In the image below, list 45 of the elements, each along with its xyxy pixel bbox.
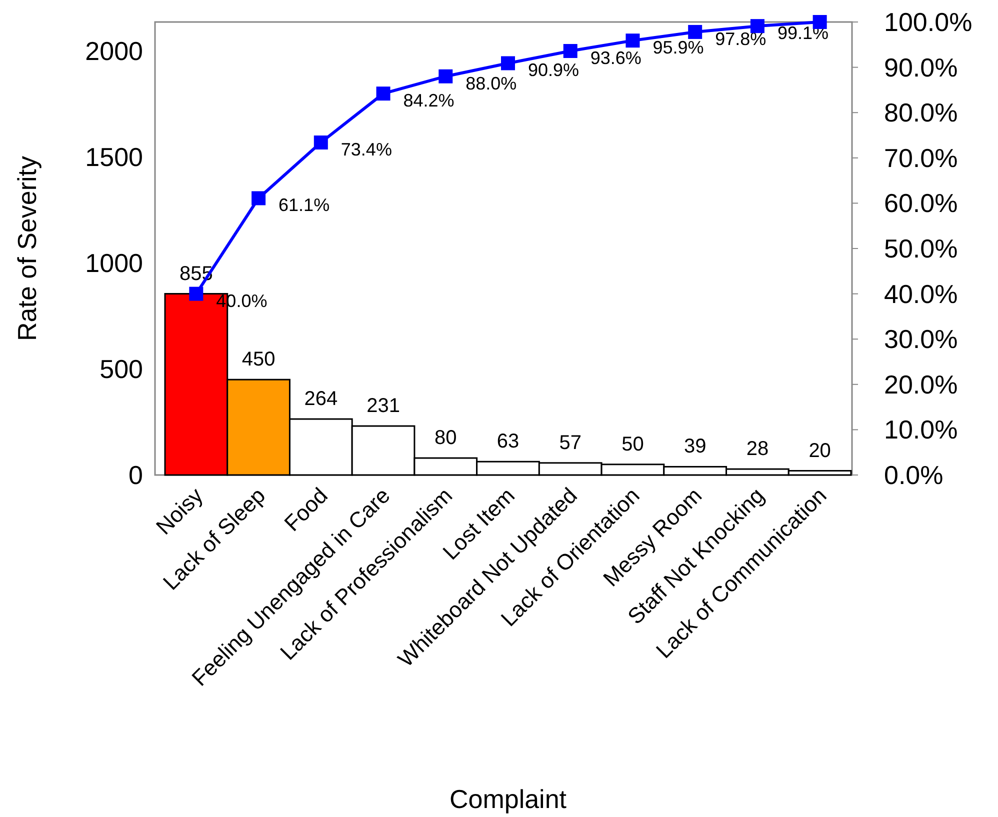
y-tick-label: 0 xyxy=(128,460,143,490)
data-label: 50 xyxy=(622,433,644,456)
y-tick-label: 500 xyxy=(100,354,143,384)
point xyxy=(501,56,515,70)
data-label: 20 xyxy=(808,440,831,462)
y2-tick-label: 80.0% xyxy=(884,98,958,128)
y2-tick-label: 70.0% xyxy=(884,142,958,173)
data-label: 95.9% xyxy=(652,38,704,58)
y2-tick-label: 0.0% xyxy=(884,460,944,490)
y2-tick-label: 20.0% xyxy=(884,369,958,400)
data-label: 57 xyxy=(559,432,582,454)
x-axis-title: Complaint xyxy=(449,784,568,814)
y-tick-label: 1500 xyxy=(85,142,143,172)
point xyxy=(563,44,578,58)
point xyxy=(314,136,328,150)
data-label: 61.1% xyxy=(278,195,330,216)
data-label: 93.6% xyxy=(590,48,642,68)
data-label: 97.8% xyxy=(715,28,766,49)
y-axis-title: Rate of Severity xyxy=(12,156,42,341)
y-tick-label: 1000 xyxy=(85,248,143,278)
y2-tick-label: 60.0% xyxy=(884,188,958,218)
data-label: 88.0% xyxy=(466,73,517,94)
data-label: 84.2% xyxy=(403,90,454,111)
data-label: 39 xyxy=(684,436,706,458)
point xyxy=(189,286,204,301)
point xyxy=(688,24,702,39)
data-label: 73.4% xyxy=(340,140,392,160)
data-label: 63 xyxy=(496,430,520,453)
y-tick-label: 2000 xyxy=(85,36,143,66)
point xyxy=(376,86,390,101)
point xyxy=(438,69,453,84)
data-label: 264 xyxy=(304,388,338,410)
y2-tick-label: 10.0% xyxy=(884,414,958,445)
data-label: 28 xyxy=(746,438,769,460)
data-label: 231 xyxy=(366,395,400,418)
data-label: 80 xyxy=(434,427,457,450)
point xyxy=(252,191,266,206)
y2-tick-label: 90.0% xyxy=(884,52,958,82)
data-label: 450 xyxy=(242,348,276,371)
point xyxy=(626,34,640,48)
y2-tick-label: 30.0% xyxy=(884,324,958,354)
y2-tick-label: 100.0% xyxy=(884,7,972,37)
y2-tick-label: 40.0% xyxy=(884,278,958,309)
y2-tick-label: 50.0% xyxy=(884,234,958,264)
data-label: 90.9% xyxy=(528,60,580,80)
